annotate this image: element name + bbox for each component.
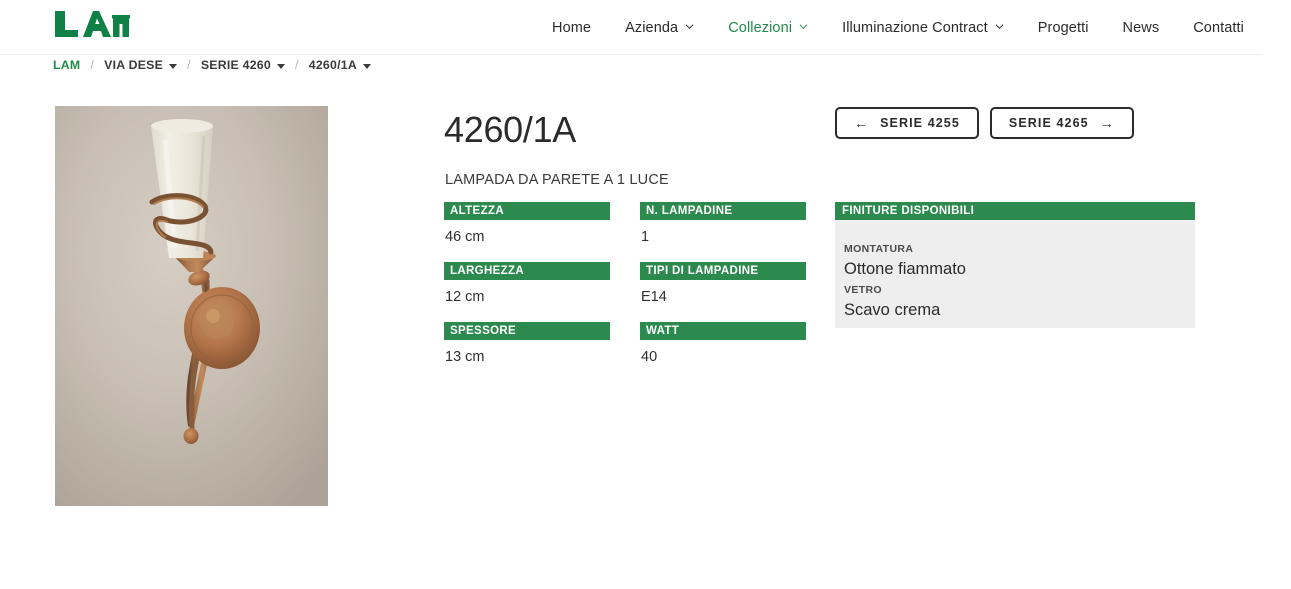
nav-item-news[interactable]: News xyxy=(1106,20,1177,36)
breadcrumb-item-via-dese[interactable]: VIA DESE xyxy=(104,58,178,72)
finish-row-montatura: MONTATURA Ottone fiammato xyxy=(844,242,1195,282)
spec-spessore: SPESSORE 13 cm xyxy=(444,322,610,365)
breadcrumb-separator: / xyxy=(295,58,299,72)
spec-label: TIPI DI LAMPADINE xyxy=(640,262,806,280)
series-navigation: ← SERIE 4255 SERIE 4265 → xyxy=(835,107,1134,139)
main-navigation: Home Azienda Collezioni Illuminazione Co… xyxy=(535,0,1261,55)
spec-n-lampadine: N. LAMPADINE 1 xyxy=(640,202,806,245)
breadcrumb-item-current[interactable]: 4260/1A xyxy=(309,58,371,72)
spec-value: 40 xyxy=(641,349,658,365)
spec-value: 1 xyxy=(641,229,650,245)
spec-column-dimensions: ALTEZZA 46 cm LARGHEZZA 12 cm SPESSORE 1… xyxy=(444,202,610,382)
spec-label: N. LAMPADINE xyxy=(640,202,806,220)
finish-row-vetro: VETRO Scavo crema xyxy=(844,283,1195,323)
finish-key: VETRO xyxy=(844,284,882,296)
spec-value: 12 cm xyxy=(445,289,485,305)
breadcrumb-item-serie-4260[interactable]: SERIE 4260 xyxy=(201,58,285,72)
spec-value: E14 xyxy=(641,289,667,305)
nav-item-progetti[interactable]: Progetti xyxy=(1021,20,1106,36)
spec-label: WATT xyxy=(640,322,806,340)
page-title: 4260/1A xyxy=(444,109,577,150)
next-series-label: SERIE 4265 xyxy=(1008,116,1089,130)
spec-value: 13 cm xyxy=(445,349,485,365)
breadcrumb: LAM / VIA DESE / SERIE 4260 / 4260/1A xyxy=(53,56,371,74)
breadcrumb-label: SERIE 4260 xyxy=(200,58,271,72)
spec-label: SPESSORE xyxy=(444,322,610,340)
finishes-body: MONTATURA Ottone fiammato VETRO Scavo cr… xyxy=(835,220,1195,328)
breadcrumb-label: LAM xyxy=(53,58,81,72)
breadcrumb-label: 4260/1A xyxy=(308,58,357,72)
chevron-down-icon xyxy=(799,22,808,31)
caret-down-icon xyxy=(277,63,285,69)
spec-tipi-di-lampadine: TIPI DI LAMPADINE E14 xyxy=(640,262,806,305)
nav-label: Collezioni xyxy=(728,19,793,36)
lam-logo[interactable] xyxy=(53,9,133,39)
arrow-right-icon: → xyxy=(1099,115,1115,131)
finishes-heading: FINITURE DISPONIBILI xyxy=(835,202,1195,220)
nav-item-collezioni[interactable]: Collezioni xyxy=(711,20,825,36)
breadcrumb-separator: / xyxy=(90,58,95,72)
nav-item-home[interactable]: Home xyxy=(535,20,608,36)
spec-larghezza: LARGHEZZA 12 cm xyxy=(444,262,610,305)
chevron-down-icon xyxy=(995,22,1004,31)
spec-label: ALTEZZA xyxy=(444,202,610,220)
nav-item-azienda[interactable]: Azienda xyxy=(608,20,711,36)
nav-label: Illuminazione Contract xyxy=(842,19,988,36)
caret-down-icon xyxy=(362,63,371,69)
nav-label: Home xyxy=(552,19,592,36)
prev-series-button[interactable]: ← SERIE 4255 xyxy=(835,107,979,139)
spec-column-lamp: N. LAMPADINE 1 TIPI DI LAMPADINE E14 WAT… xyxy=(640,202,806,382)
spec-watt: WATT 40 xyxy=(640,322,806,365)
lam-logo-icon xyxy=(55,11,130,37)
chevron-down-icon xyxy=(685,22,694,31)
spec-label: LARGHEZZA xyxy=(444,262,610,280)
breadcrumb-separator: / xyxy=(187,58,191,72)
spec-value: 46 cm xyxy=(445,229,485,245)
product-image-graphic xyxy=(55,106,328,506)
prev-series-label: SERIE 4255 xyxy=(880,116,960,130)
spec-altezza: ALTEZZA 46 cm xyxy=(444,202,610,245)
nav-item-contatti[interactable]: Contatti xyxy=(1176,20,1261,36)
breadcrumb-label: VIA DESE xyxy=(104,58,164,72)
nav-label: Contatti xyxy=(1193,19,1244,36)
available-finishes-panel: FINITURE DISPONIBILI MONTATURA Ottone fi… xyxy=(835,202,1195,328)
finish-key: MONTATURA xyxy=(844,243,914,255)
finish-value: Scavo crema xyxy=(844,301,941,319)
site-header: Home Azienda Collezioni Illuminazione Co… xyxy=(0,0,1262,55)
product-image[interactable] xyxy=(55,106,328,506)
nav-label: Azienda xyxy=(625,19,679,36)
nav-label: Progetti xyxy=(1037,19,1089,36)
nav-label: News xyxy=(1122,19,1160,36)
nav-item-illuminazione-contract[interactable]: Illuminazione Contract xyxy=(825,20,1021,36)
next-series-button[interactable]: SERIE 4265 → xyxy=(989,107,1134,139)
arrow-left-icon: ← xyxy=(854,115,870,131)
breadcrumb-item-lam[interactable]: LAM xyxy=(53,58,80,72)
caret-down-icon xyxy=(169,63,178,69)
product-subtitle: LAMPADA DA PARETE A 1 LUCE xyxy=(445,172,669,188)
finish-value: Ottone fiammato xyxy=(844,260,966,278)
